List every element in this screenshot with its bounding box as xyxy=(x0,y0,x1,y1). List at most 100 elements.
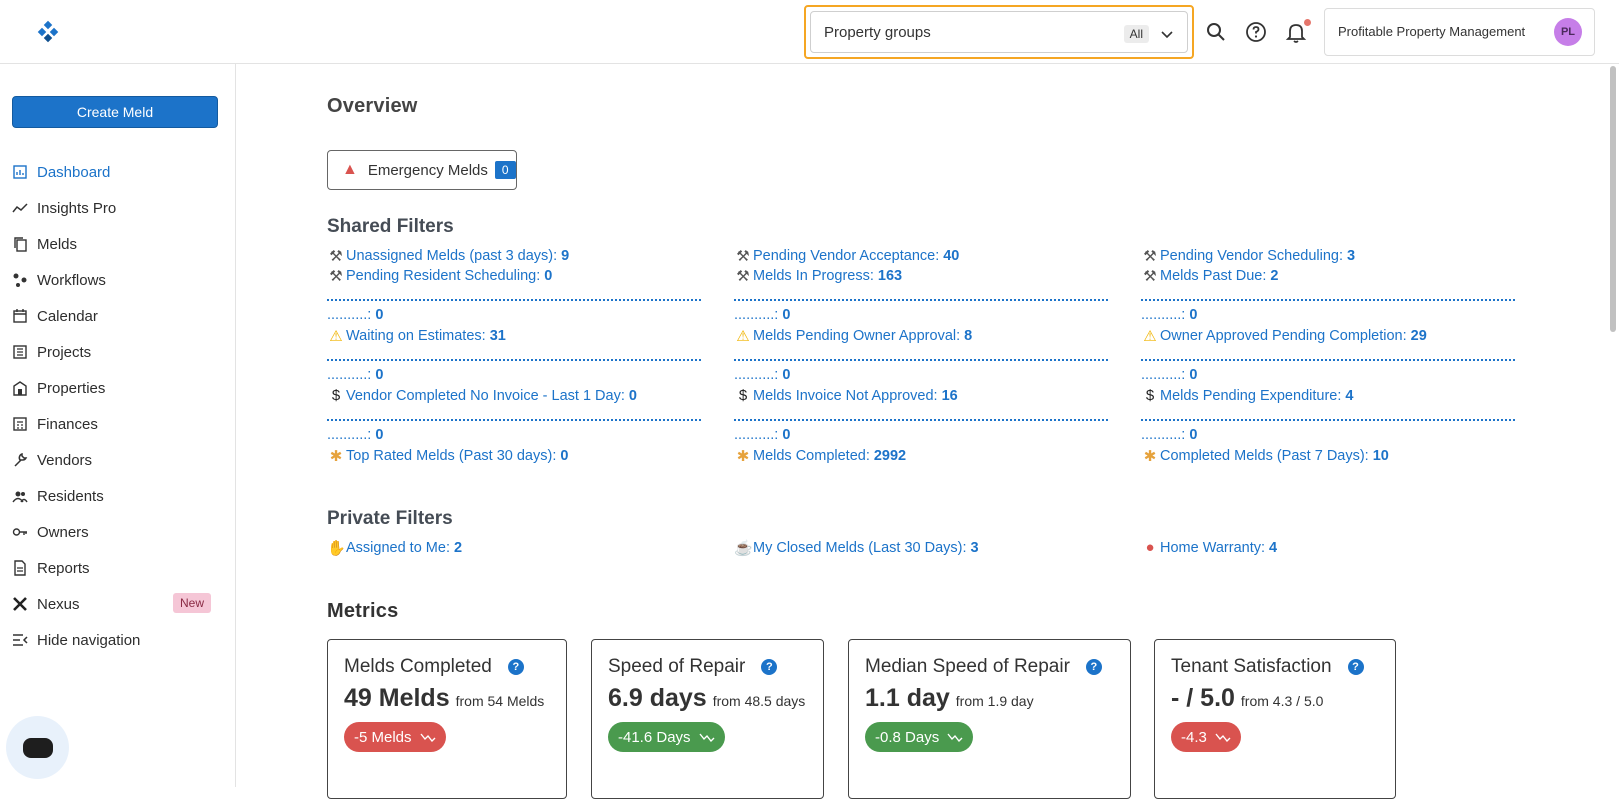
filter-link[interactable]: ⚠ Owner Approved Pending Completion: 29 xyxy=(1141,327,1427,345)
metric-delta: -41.6 Days xyxy=(618,728,691,746)
filter-label: Melds Pending Expenditure: xyxy=(1160,387,1342,404)
filter-link[interactable]: ..........: 0 xyxy=(734,427,790,443)
emergency-melds-button[interactable]: ▲ Emergency Melds 0 xyxy=(327,150,517,190)
avatar[interactable]: PL xyxy=(1554,18,1582,46)
people-icon xyxy=(12,491,28,503)
sidebar-item-calendar[interactable]: Calendar xyxy=(12,304,98,328)
filter-count: 3 xyxy=(1347,248,1356,264)
help-icon[interactable]: ? xyxy=(1347,659,1364,675)
filter-label: Melds In Progress: xyxy=(753,268,874,284)
filter-link[interactable]: ✱ Completed Melds (Past 7 Days): 10 xyxy=(1141,447,1389,465)
metric-delta-badge: -4.3 xyxy=(1171,722,1241,752)
filter-link[interactable]: ✱ Melds Completed: 2992 xyxy=(734,447,906,465)
sidebar-item-vendors[interactable]: Vendors xyxy=(12,448,92,472)
metric-value: 1.1 day xyxy=(865,684,950,712)
property-groups-dropdown[interactable]: Property groups All xyxy=(810,11,1188,53)
bell-icon[interactable] xyxy=(1284,20,1308,44)
filter-count: 0 xyxy=(375,307,384,323)
filter-link[interactable]: ● Home Warranty: 4 xyxy=(1141,539,1277,556)
filter-link[interactable]: $ Vendor Completed No Invoice - Last 1 Da… xyxy=(327,387,637,404)
page-title: Overview xyxy=(327,95,418,117)
search-icon[interactable] xyxy=(1204,20,1228,44)
metric-title: Tenant Satisfaction xyxy=(1171,656,1332,677)
organization-switcher[interactable]: Profitable Property Management PL xyxy=(1324,8,1595,56)
calculator-icon xyxy=(13,417,27,431)
sidebar-item-melds[interactable]: Melds xyxy=(12,232,77,256)
sidebar-item-owners[interactable]: Owners xyxy=(12,520,89,544)
help-icon[interactable]: ? xyxy=(507,659,524,675)
copy-icon xyxy=(14,237,27,252)
filter-link[interactable]: ..........: 0 xyxy=(1141,367,1197,383)
filter-link[interactable]: ☕ My Closed Melds (Last 30 Days): 3 xyxy=(734,539,979,557)
metrics-title: Metrics xyxy=(327,600,399,622)
sidebar-item-insights-pro[interactable]: Insights Pro xyxy=(12,196,116,220)
filter-link[interactable]: ..........: 0 xyxy=(327,427,383,443)
chat-icon xyxy=(22,737,53,758)
beer-icon: ☕ xyxy=(734,540,753,557)
help-icon[interactable]: ? xyxy=(1085,659,1102,675)
filter-label: ..........: xyxy=(1141,427,1186,443)
metric-card-melds-completed: Melds Completed? 49 Melds from 54 Melds -… xyxy=(327,639,567,799)
filter-link[interactable]: ⚒ Pending Vendor Scheduling: 3 xyxy=(1141,247,1355,265)
sidebar-item-label: Finances xyxy=(37,415,98,433)
filter-link[interactable]: ..........: 0 xyxy=(1141,427,1197,443)
top-bar: Property groups All Profitable Property … xyxy=(0,0,1619,64)
filter-label: ..........: xyxy=(734,307,779,323)
filter-count: 3 xyxy=(970,540,979,556)
sidebar-item-properties[interactable]: Properties xyxy=(12,376,105,400)
filter-link[interactable]: ⚒ Pending Vendor Acceptance: 40 xyxy=(734,247,959,265)
filter-link[interactable]: ⚒ Unassigned Melds (past 3 days): 9 xyxy=(327,247,569,265)
filter-link[interactable]: $ Melds Invoice Not Approved: 16 xyxy=(734,387,958,404)
filter-label: Melds Past Due: xyxy=(1160,268,1267,284)
tools-icon: ⚒ xyxy=(329,268,343,285)
meld-logo-icon[interactable] xyxy=(36,20,60,44)
filter-link[interactable]: ✋ Assigned to Me: 2 xyxy=(327,539,462,557)
trend-down-icon xyxy=(947,733,963,742)
metric-title: Speed of Repair xyxy=(608,656,746,677)
help-icon[interactable] xyxy=(1244,20,1268,44)
metric-card-median-speed-of-repair: Median Speed of Repair? 1.1 day from 1.9 … xyxy=(848,639,1131,799)
filter-count: 2992 xyxy=(873,448,907,464)
filter-link[interactable]: ⚒ Melds In Progress: 163 xyxy=(734,267,902,285)
sidebar-item-projects[interactable]: Projects xyxy=(12,340,91,364)
hide-navigation-button[interactable]: Hide navigation xyxy=(12,628,140,652)
filter-link[interactable]: ..........: 0 xyxy=(734,367,790,383)
sidebar-item-finances[interactable]: Finances xyxy=(12,412,98,436)
help-icon[interactable]: ? xyxy=(761,659,778,675)
filter-label: Melds Invoice Not Approved: xyxy=(753,387,938,404)
filter-link[interactable]: ⚠ Waiting on Estimates: 31 xyxy=(327,327,506,345)
sidebar-item-dashboard[interactable]: Dashboard xyxy=(12,160,110,184)
chat-widget-button[interactable] xyxy=(6,716,69,779)
tools-icon: ⚒ xyxy=(736,248,750,265)
sidebar-item-workflows[interactable]: Workflows xyxy=(12,268,106,292)
sidebar-item-nexus[interactable]: Nexus xyxy=(12,592,80,616)
filter-link[interactable]: ..........: 0 xyxy=(327,367,383,383)
building-icon xyxy=(13,381,27,396)
chevron-down-icon[interactable] xyxy=(1159,26,1175,42)
filter-link[interactable]: ..........: 0 xyxy=(1141,307,1197,323)
create-meld-button[interactable]: Create Meld xyxy=(12,96,218,128)
sidebar: Create Meld Dashboard Insights Pro Melds… xyxy=(0,64,236,787)
divider xyxy=(734,419,1108,421)
filter-label: Unassigned Melds (past 3 days): xyxy=(346,248,558,264)
scrollbar[interactable] xyxy=(1610,66,1616,332)
filter-link[interactable]: $ Melds Pending Expenditure: 4 xyxy=(1141,387,1354,404)
sidebar-item-label: Properties xyxy=(37,379,106,397)
filter-link[interactable]: ✱ Top Rated Melds (Past 30 days): 0 xyxy=(327,447,569,465)
property-groups-selector[interactable]: Property groups All xyxy=(804,5,1194,59)
filter-count: 4 xyxy=(1269,539,1278,556)
filter-count: 29 xyxy=(1410,328,1427,344)
filter-count: 16 xyxy=(941,387,958,404)
filter-count: 0 xyxy=(1189,307,1198,323)
filter-link[interactable]: ⚠ Melds Pending Owner Approval: 8 xyxy=(734,327,972,345)
filter-link[interactable]: ..........: 0 xyxy=(327,307,383,323)
filter-link[interactable]: ⚒ Melds Past Due: 2 xyxy=(1141,267,1278,285)
filter-label: ..........: xyxy=(734,427,779,443)
filter-count: 163 xyxy=(877,268,903,284)
filter-link[interactable]: ⚒ Pending Resident Scheduling: 0 xyxy=(327,267,552,285)
warning-icon: ⚠ xyxy=(329,328,343,345)
filter-link[interactable]: ..........: 0 xyxy=(734,307,790,323)
filter-label: Owner Approved Pending Completion: xyxy=(1160,328,1407,344)
sidebar-item-residents[interactable]: Residents xyxy=(12,484,104,508)
sidebar-item-reports[interactable]: Reports xyxy=(12,556,90,580)
